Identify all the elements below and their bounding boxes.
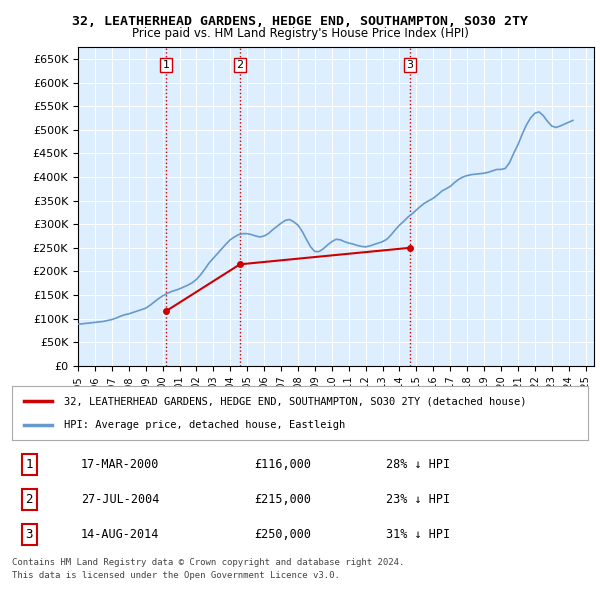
Text: 32, LEATHERHEAD GARDENS, HEDGE END, SOUTHAMPTON, SO30 2TY: 32, LEATHERHEAD GARDENS, HEDGE END, SOUT… — [72, 15, 528, 28]
Text: HPI: Average price, detached house, Eastleigh: HPI: Average price, detached house, East… — [64, 419, 345, 430]
Text: 3: 3 — [26, 528, 33, 541]
Text: 2: 2 — [26, 493, 33, 506]
Text: £116,000: £116,000 — [254, 458, 311, 471]
Text: 2: 2 — [236, 60, 244, 70]
Text: 3: 3 — [406, 60, 413, 70]
Text: £215,000: £215,000 — [254, 493, 311, 506]
Text: 32, LEATHERHEAD GARDENS, HEDGE END, SOUTHAMPTON, SO30 2TY (detached house): 32, LEATHERHEAD GARDENS, HEDGE END, SOUT… — [64, 396, 526, 407]
Text: 28% ↓ HPI: 28% ↓ HPI — [386, 458, 451, 471]
Text: 27-JUL-2004: 27-JUL-2004 — [81, 493, 160, 506]
Text: 1: 1 — [163, 60, 170, 70]
Text: Price paid vs. HM Land Registry's House Price Index (HPI): Price paid vs. HM Land Registry's House … — [131, 27, 469, 40]
Text: This data is licensed under the Open Government Licence v3.0.: This data is licensed under the Open Gov… — [12, 571, 340, 580]
Text: £250,000: £250,000 — [254, 528, 311, 541]
Text: 14-AUG-2014: 14-AUG-2014 — [81, 528, 160, 541]
Text: 17-MAR-2000: 17-MAR-2000 — [81, 458, 160, 471]
Text: 1: 1 — [26, 458, 33, 471]
Text: 23% ↓ HPI: 23% ↓ HPI — [386, 493, 451, 506]
Text: 31% ↓ HPI: 31% ↓ HPI — [386, 528, 451, 541]
Text: Contains HM Land Registry data © Crown copyright and database right 2024.: Contains HM Land Registry data © Crown c… — [12, 558, 404, 566]
